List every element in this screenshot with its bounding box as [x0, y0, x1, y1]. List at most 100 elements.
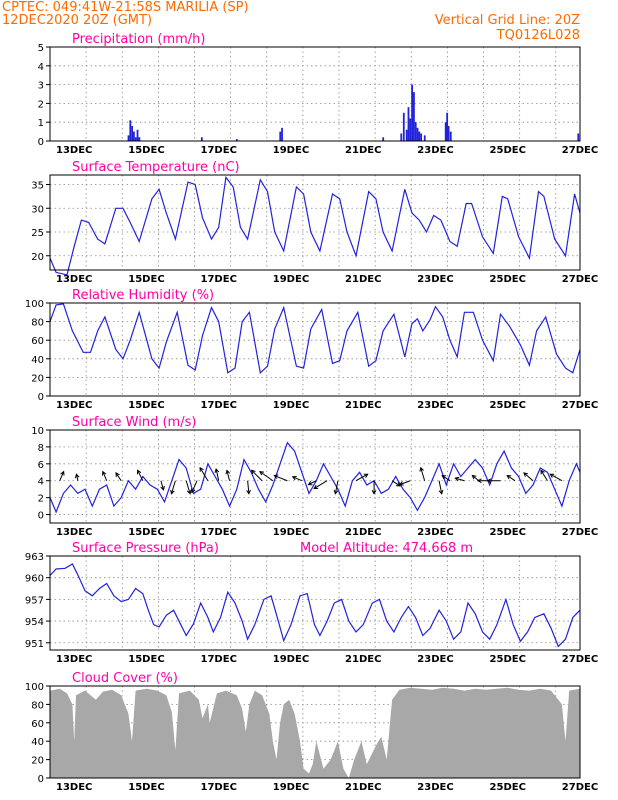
- x-tick-label: 25DEC: [490, 145, 526, 156]
- wind-arrow: [292, 476, 303, 482]
- plot-frame: [49, 46, 581, 142]
- wind-arrow: [274, 475, 288, 482]
- x-tick-label: 27DEC: [562, 654, 598, 665]
- wind-arrow: [59, 471, 65, 481]
- wind-arrow-head: [438, 489, 444, 495]
- precip-bar: [136, 129, 139, 141]
- x-tick-label: 15DEC: [128, 654, 164, 665]
- wind-arrow: [251, 469, 263, 482]
- wind-arrow-head: [273, 474, 279, 479]
- plot-frame: [49, 429, 581, 524]
- x-tick-label: 23DEC: [417, 274, 453, 285]
- y-tick-label: 100: [25, 299, 44, 310]
- panel-subtitle: Model Altitude: 474.668 m: [300, 541, 473, 556]
- x-tick-label: 25DEC: [490, 527, 526, 538]
- header-bar: CPTEC: 049:41W-21:58S MARILIA (SP) 12DEC…: [2, 0, 580, 43]
- wind-arrow: [355, 473, 368, 482]
- precip-bar: [418, 131, 421, 141]
- wind-arrow-head: [395, 482, 401, 487]
- precip-bar: [411, 84, 414, 141]
- cloud-area: [50, 687, 580, 778]
- precip-bar: [577, 133, 580, 141]
- y-tick-label: 40: [31, 355, 44, 366]
- x-tick-label: 21DEC: [345, 274, 381, 285]
- x-tick-label: 23DEC: [417, 145, 453, 156]
- y-tick-label: 20: [31, 373, 44, 384]
- precip-bar: [420, 133, 423, 141]
- x-tick-label: 15DEC: [128, 400, 164, 411]
- wind-arrow-head: [170, 489, 175, 495]
- wind-arrow-head: [115, 472, 120, 477]
- precip-bar: [444, 122, 447, 141]
- wind-arrow-head: [74, 473, 80, 479]
- precip-bar: [447, 125, 450, 141]
- y-tick-label: 957: [25, 595, 44, 606]
- precip-bar: [235, 139, 238, 141]
- y-tick-label: 2: [38, 494, 44, 505]
- x-tick-label: 13DEC: [56, 274, 92, 285]
- x-tick-label: 27DEC: [562, 274, 598, 285]
- precip-bar: [138, 137, 141, 141]
- precip-bar: [414, 122, 417, 141]
- x-tick-label: 27DEC: [562, 782, 598, 793]
- y-tick-label: 30: [31, 204, 44, 215]
- wind-arrow-head: [246, 489, 251, 495]
- panel-title: Relative Humidity (%): [72, 288, 214, 303]
- y-tick-label: 0: [38, 137, 44, 148]
- wind-arrow: [391, 480, 401, 487]
- precip-bar: [423, 135, 426, 141]
- x-tick-label: 15DEC: [128, 782, 164, 793]
- wind-arrow: [540, 470, 548, 481]
- precip-bar: [400, 133, 403, 141]
- wind-arrow-head: [333, 489, 339, 495]
- precip-bar: [416, 127, 419, 141]
- series-line: [49, 303, 581, 374]
- plot-frame: [49, 685, 581, 779]
- wind-arrow: [308, 480, 317, 486]
- wind-arrow: [137, 470, 144, 481]
- wind-arrow: [191, 480, 198, 493]
- wind-arrow: [215, 468, 220, 481]
- x-tick-label: 19DEC: [273, 782, 309, 793]
- panel-title: Precipitation (mm/h): [72, 32, 205, 47]
- y-tick-label: 963: [25, 552, 44, 563]
- wind-arrow: [441, 475, 451, 482]
- x-tick-label: 19DEC: [273, 400, 309, 411]
- wind-arrow: [523, 472, 534, 482]
- x-tick-label: 19DEC: [273, 145, 309, 156]
- wind-arrow: [334, 480, 339, 494]
- y-tick-label: 35: [31, 181, 44, 192]
- wind-arrow: [438, 480, 443, 494]
- series-line: [49, 563, 581, 648]
- wind-arrow: [185, 480, 191, 494]
- y-tick-label: 4: [38, 477, 44, 488]
- precip-bar: [129, 120, 132, 141]
- x-tick-label: 23DEC: [417, 400, 453, 411]
- precip-bar: [446, 112, 449, 141]
- wind-arrow: [102, 471, 108, 481]
- wind-arrow-head: [454, 476, 460, 482]
- x-tick-label: 17DEC: [201, 527, 237, 538]
- y-tick-label: 1: [38, 118, 44, 129]
- wind-arrow-head: [549, 473, 555, 478]
- precip-bar: [133, 131, 135, 141]
- x-tick-label: 13DEC: [56, 654, 92, 665]
- x-tick-label: 27DEC: [562, 527, 598, 538]
- x-tick-label: 21DEC: [345, 400, 381, 411]
- plot-frame: [49, 555, 581, 651]
- wind-arrow: [226, 470, 231, 481]
- precip-bar: [402, 112, 405, 141]
- precip-bar: [407, 107, 410, 141]
- x-tick-label: 23DEC: [417, 654, 453, 665]
- wind-arrow: [420, 467, 426, 481]
- wind-arrow-head: [137, 469, 142, 475]
- wind-arrow-head: [101, 470, 107, 476]
- x-tick-label: 17DEC: [201, 782, 237, 793]
- x-tick-label: 13DEC: [56, 782, 92, 793]
- wind-arrow: [455, 477, 465, 482]
- wind-arrow-head: [191, 488, 196, 494]
